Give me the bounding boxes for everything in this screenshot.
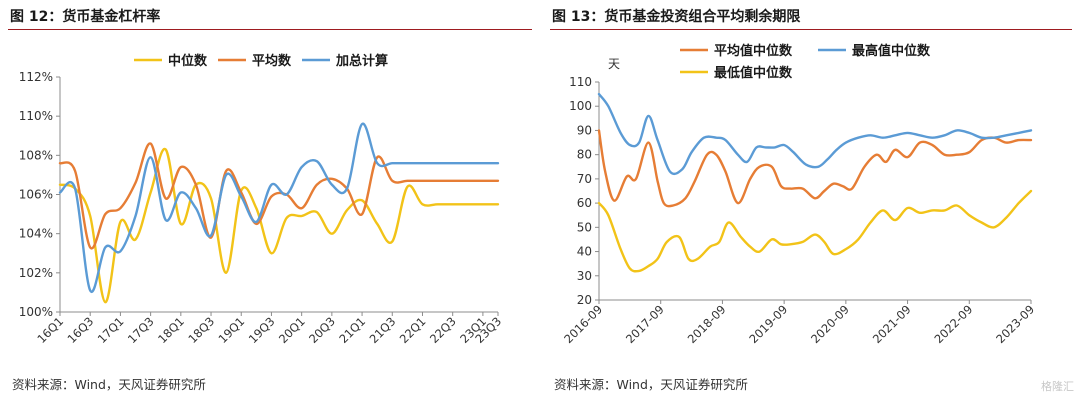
y-tick-label: 90 [577,123,592,137]
y-tick-label: 104% [19,227,53,241]
x-tick-label: 2017-09 [623,302,667,346]
x-tick-label: 20Q1 [276,314,308,346]
leverage-line-chart: 100%102%104%106%108%110%112%16Q116Q317Q1… [19,53,504,346]
legend-label: 中位数 [168,53,208,69]
x-tick-label: 22Q3 [427,314,459,346]
watermark-logo: 格隆汇 [1041,378,1074,394]
x-tick-label: 2021-09 [870,302,914,346]
x-tick-label: 18Q3 [185,314,217,346]
y-tick-label: 106% [19,188,53,202]
legend-label: 最高值中位数 [852,43,931,59]
y-tick-label: 100% [19,305,53,319]
y-tick-label: 102% [19,266,53,280]
x-tick-label: 21Q3 [367,314,399,346]
y-axis-unit-label: 天 [608,57,620,71]
series-line [58,148,500,304]
title-divider [550,29,1072,30]
maturity-line-chart: 20 30 40 50 60 70 80 90 100 110 天 2016-09 2017-09 201… [561,43,1037,346]
x-tick-label: 21Q1 [336,314,368,346]
chart-panel-leverage: 图 12：货币基金杠杆率 100% 102% 104% 106% 108% 110% 112… [8,9,532,392]
y-tick-label: 108% [19,148,53,162]
y-tick-label: 100 [569,99,592,113]
x-tick-label: 18Q1 [155,314,187,346]
x-tick-label: 22Q1 [397,314,429,346]
x-tick-label: 17Q1 [95,314,127,346]
x-tick-label: 19Q3 [246,314,278,346]
series-line [597,189,1033,273]
chart-title: 图 12：货币基金杠杆率 [10,9,161,25]
x-tick-label: 16Q3 [64,314,96,346]
y-tick-label: 112% [19,70,53,84]
title-divider [8,29,532,30]
y-tick-label: 110 [569,75,592,89]
x-tick-label: 2016-09 [561,302,605,346]
y-tick-label: 70 [577,172,592,186]
legend-label: 平均值中位数 [714,43,793,59]
series-line [58,142,500,250]
x-tick-label: 2018-09 [685,302,729,346]
series-line [597,92,1033,176]
watermark-text: 格隆汇 [1041,380,1074,393]
y-tick-label: 40 [577,245,592,259]
y-tick-label: 30 [577,269,592,283]
x-tick-label: 2022-09 [932,302,976,346]
y-tick-label: 20 [577,293,592,307]
y-tick-label: 110% [19,109,53,123]
series-line [58,122,500,294]
x-tick-label: 19Q1 [216,314,248,346]
legend-label: 最低值中位数 [714,65,793,81]
chart-title: 图 13：货币基金投资组合平均剩余期限 [552,9,801,25]
source-note: 资料来源：Wind，天风证券研究所 [12,377,206,392]
legend-label: 平均数 [252,53,292,69]
source-note: 资料来源：Wind，天风证券研究所 [554,377,748,392]
y-tick-label: 60 [577,196,592,210]
x-tick-label: 2019-09 [746,302,790,346]
legend-label: 加总计算 [335,53,388,69]
series-line [597,129,1033,208]
x-tick-label: 17Q3 [125,314,157,346]
y-tick-label: 50 [577,220,592,234]
x-tick-label: 2020-09 [808,302,852,346]
x-tick-label: 2023-09 [993,302,1037,346]
x-tick-label: 20Q3 [306,314,338,346]
chart-panel-maturity: 图 13：货币基金投资组合平均剩余期限 20 30 40 50 60 70 80 90 100 1… [542,0,1080,400]
y-tick-label: 80 [577,148,592,162]
